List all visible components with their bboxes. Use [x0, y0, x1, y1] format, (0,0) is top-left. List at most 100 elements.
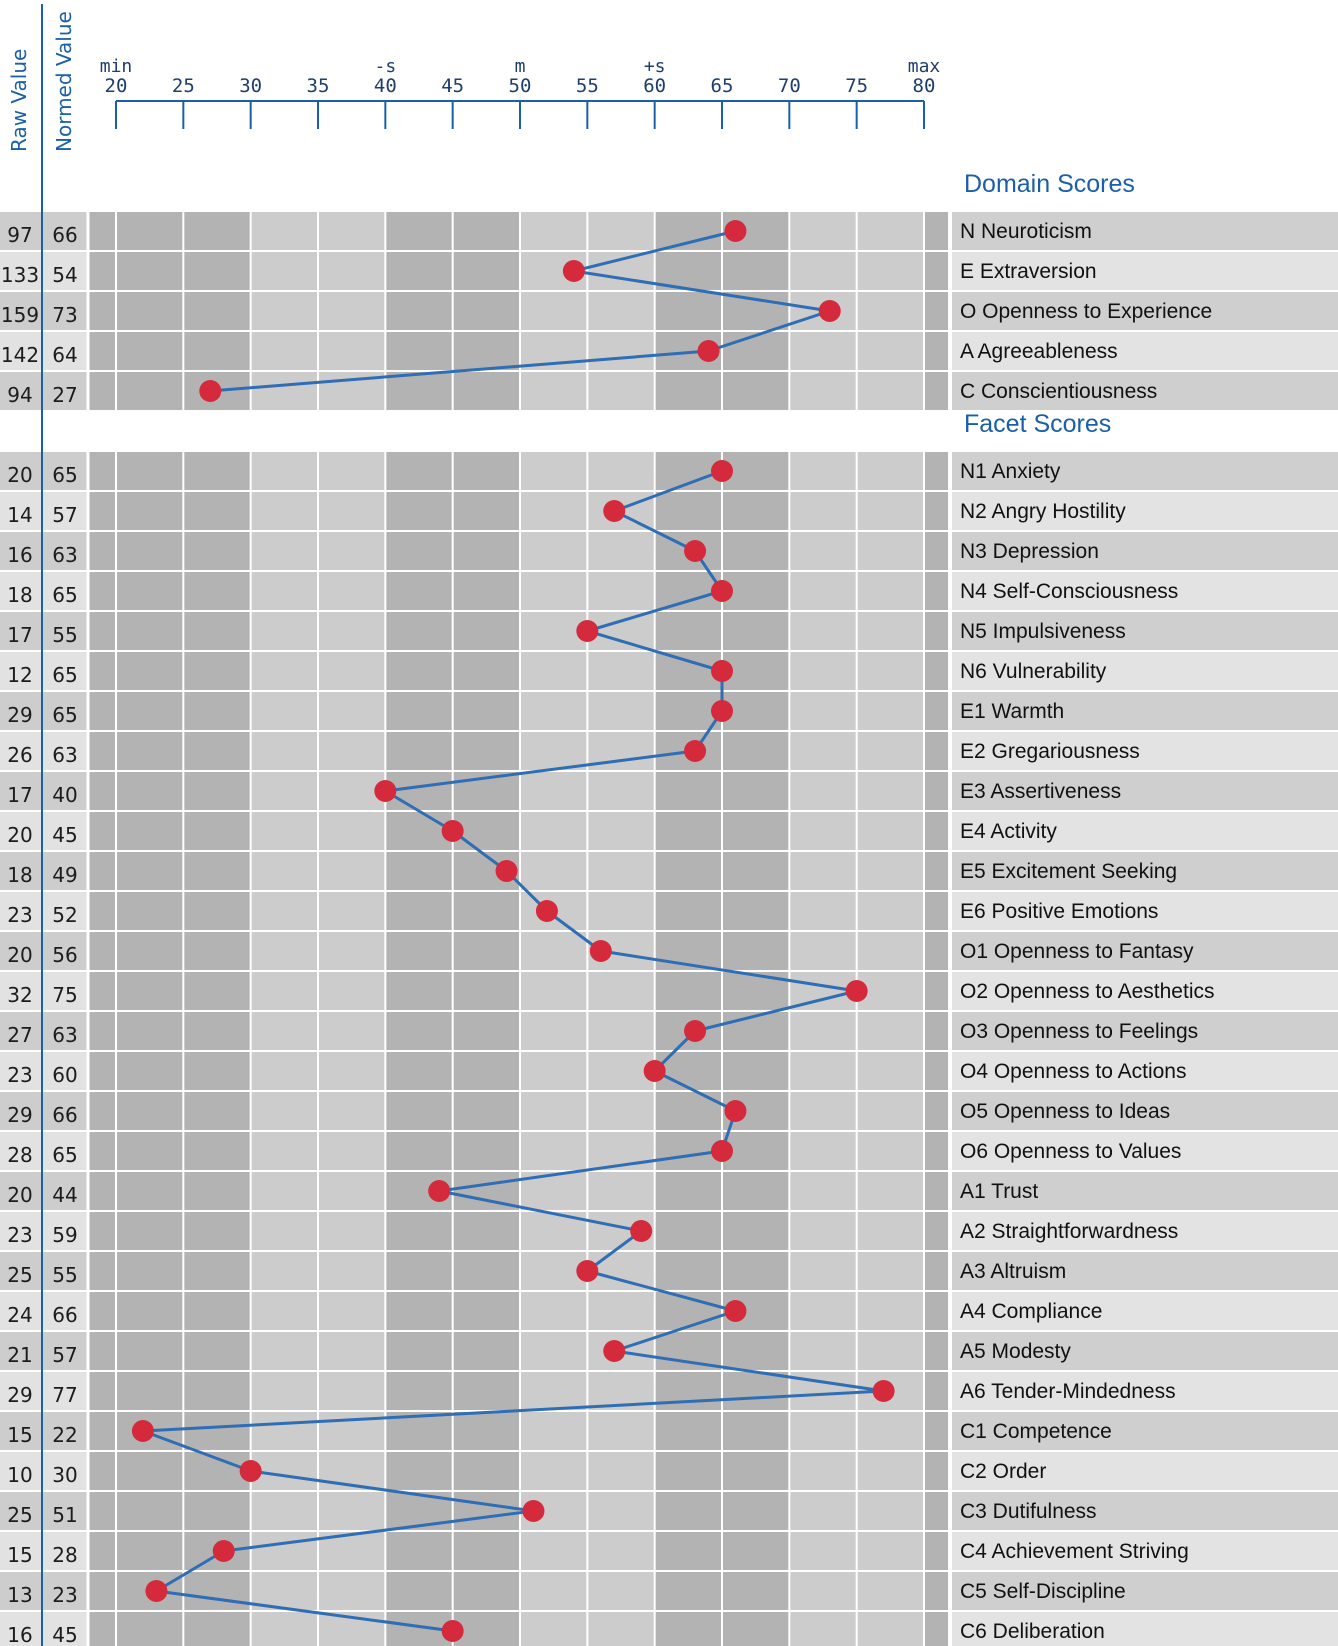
normed-value: 27 — [52, 383, 77, 407]
plot-band — [924, 451, 950, 1646]
section-title: Facet Scores — [964, 410, 1111, 438]
normed-value: 44 — [52, 1183, 77, 1207]
profile-point — [711, 580, 733, 602]
profile-point — [199, 380, 222, 402]
raw-value: 32 — [7, 983, 32, 1007]
raw-cell — [0, 211, 41, 251]
row-label-cell — [950, 1451, 1338, 1491]
raw-value: 17 — [7, 783, 32, 807]
raw-cell — [0, 1171, 41, 1211]
row-label: O3 Openness to Feelings — [960, 1020, 1198, 1043]
raw-cell — [0, 771, 41, 811]
row-label: A6 Tender-Mindedness — [960, 1380, 1176, 1403]
raw-cell — [0, 571, 41, 611]
raw-cell — [0, 1611, 41, 1646]
x-marker-label: +s — [644, 56, 666, 77]
raw-value: 29 — [7, 1103, 32, 1127]
normed-value: 45 — [52, 823, 77, 847]
normed-value: 63 — [52, 743, 77, 767]
row-label-cell — [950, 731, 1338, 771]
row-label-cell — [950, 1611, 1338, 1646]
row-label: N6 Vulnerability — [960, 660, 1107, 683]
profile-point — [724, 1300, 747, 1322]
row-label-cell — [950, 571, 1338, 611]
normed-cell — [43, 251, 88, 291]
profile-point — [630, 1220, 653, 1242]
row-label-cell — [950, 1411, 1338, 1451]
raw-cell — [0, 1331, 41, 1371]
row-label-cell — [950, 1011, 1338, 1051]
row-label: C1 Competence — [960, 1420, 1112, 1443]
profile-point — [145, 1580, 168, 1602]
row-label: N5 Impulsiveness — [960, 620, 1126, 643]
x-tick-label: 55 — [576, 75, 599, 97]
x-tick-label: 50 — [509, 75, 532, 97]
normed-cell — [43, 1091, 88, 1131]
normed-cell — [43, 371, 88, 411]
profile-point — [576, 1260, 599, 1282]
raw-cell — [0, 731, 41, 771]
normed-cell — [43, 771, 88, 811]
normed-cell — [43, 971, 88, 1011]
plot-band — [452, 211, 520, 411]
normed-value: 55 — [52, 623, 77, 647]
row-label-cell — [950, 971, 1338, 1011]
normed-value: 77 — [52, 1383, 77, 1407]
raw-cell — [0, 291, 41, 331]
row-label: O1 Openness to Fantasy — [960, 940, 1194, 963]
normed-cell — [43, 491, 88, 531]
x-tick-label: 65 — [711, 75, 734, 97]
row-label: E5 Excitement Seeking — [960, 860, 1177, 883]
raw-value: 21 — [7, 1343, 32, 1367]
normed-value: 65 — [52, 663, 77, 687]
profile-point — [495, 860, 518, 882]
normed-cell — [43, 1371, 88, 1411]
row-label-cell — [950, 1491, 1338, 1531]
raw-value-header: Raw Value — [7, 49, 31, 152]
row-backgrounds — [0, 211, 1338, 1646]
normed-value: 65 — [52, 1143, 77, 1167]
profile-point — [845, 980, 868, 1002]
profile-point — [724, 1100, 747, 1122]
plot-band — [722, 451, 790, 1646]
normed-cell — [43, 571, 88, 611]
row-label-cell — [950, 1131, 1338, 1171]
plot-band — [654, 211, 722, 411]
raw-value: 16 — [7, 543, 32, 567]
x-marker-label: m — [515, 56, 526, 77]
raw-cell — [0, 1291, 41, 1331]
raw-value: 25 — [7, 1263, 32, 1287]
x-tick-label: 35 — [307, 75, 330, 97]
normed-cell — [43, 211, 88, 251]
normed-value: 28 — [52, 1543, 77, 1567]
raw-cell — [0, 1411, 41, 1451]
plot-band — [183, 211, 251, 411]
row-label-cell — [950, 1051, 1338, 1091]
plot-band — [385, 451, 453, 1646]
x-tick-label: 30 — [239, 75, 262, 97]
row-label: E6 Positive Emotions — [960, 900, 1158, 923]
raw-value: 20 — [7, 463, 32, 487]
profile-point — [589, 940, 612, 962]
profile-point — [428, 1180, 451, 1202]
row-label-cell — [950, 651, 1338, 691]
raw-value: 17 — [7, 623, 32, 647]
normed-value: 40 — [52, 783, 77, 807]
row-label: A4 Compliance — [960, 1300, 1102, 1323]
normed-cell — [43, 731, 88, 771]
normed-value: 51 — [52, 1503, 77, 1527]
row-label: C Conscientiousness — [960, 380, 1157, 403]
plot-band — [856, 451, 924, 1646]
normed-value: 60 — [52, 1063, 77, 1087]
plot-band — [88, 451, 116, 1646]
row-label: E4 Activity — [960, 820, 1057, 843]
raw-cell — [0, 1531, 41, 1571]
normed-value: 65 — [52, 583, 77, 607]
raw-cell — [0, 1451, 41, 1491]
normed-cell — [43, 331, 88, 371]
normed-cell — [43, 1571, 88, 1611]
row-label-cell — [950, 1371, 1338, 1411]
raw-value: 15 — [7, 1423, 32, 1447]
row-label: E2 Gregariousness — [960, 740, 1140, 763]
normed-value: 57 — [52, 503, 77, 527]
